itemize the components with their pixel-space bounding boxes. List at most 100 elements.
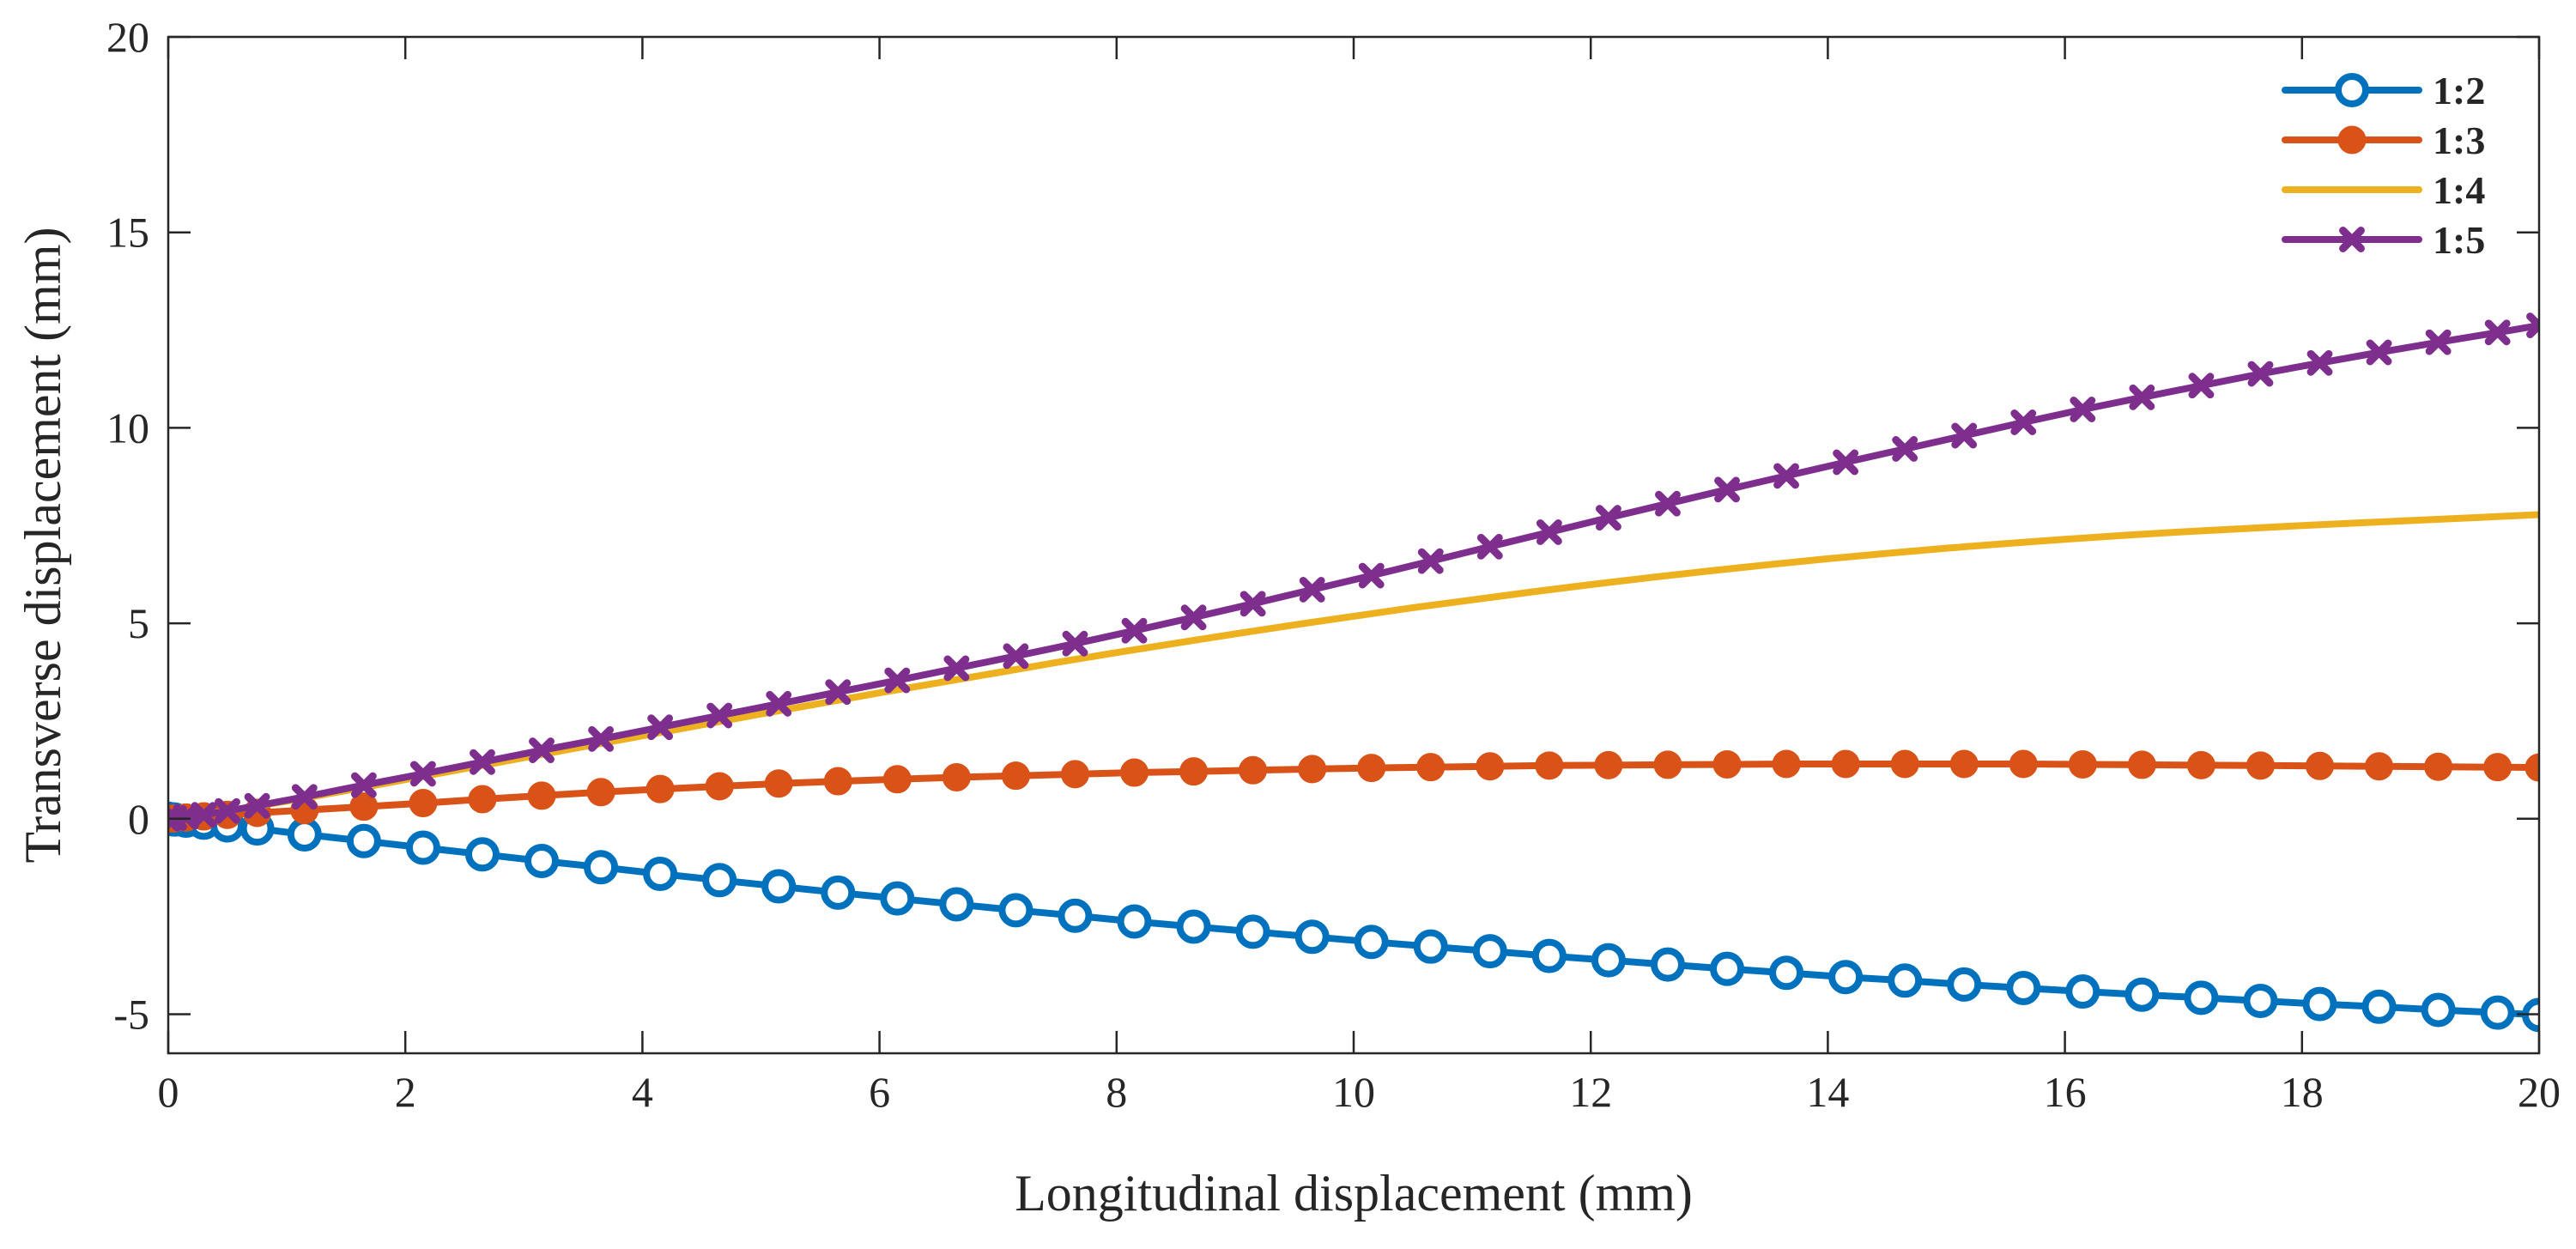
data-point-marker — [825, 679, 852, 706]
data-point-marker — [2124, 977, 2160, 1012]
x-tick-label: 16 — [2044, 1068, 2087, 1116]
data-point-marker — [350, 772, 377, 798]
data-point-marker — [2480, 995, 2515, 1030]
data-point-marker — [1594, 750, 1623, 779]
plot-background — [168, 37, 2539, 1053]
legend-item: 1:2 — [2282, 69, 2485, 112]
data-point-marker — [409, 789, 438, 818]
data-point-marker — [1653, 750, 1682, 779]
series-1-4 — [168, 511, 2539, 822]
data-point-marker — [706, 702, 733, 729]
data-point-marker — [1535, 751, 1564, 780]
data-point-marker — [2129, 384, 2155, 410]
data-point-marker — [1595, 505, 1621, 531]
data-point-marker — [1239, 755, 1268, 785]
data-point-marker — [702, 863, 737, 898]
series-layer — [168, 312, 2539, 1033]
data-point-marker — [2424, 752, 2453, 781]
data-point-marker — [884, 667, 911, 694]
data-point-marker — [1773, 463, 1800, 489]
y-tick-label: 10 — [106, 403, 149, 452]
data-point-marker — [1888, 963, 1923, 998]
data-point-marker — [1772, 749, 1801, 779]
data-point-marker — [1949, 749, 1979, 779]
data-point-marker — [584, 850, 619, 885]
data-point-marker — [998, 893, 1033, 928]
data-point-marker — [766, 690, 792, 717]
data-point-marker — [586, 778, 615, 807]
data-point-marker — [1294, 919, 1330, 955]
data-point-marker — [1892, 436, 1918, 462]
x-tick-label: 2 — [395, 1068, 416, 1116]
y-tick-label: 5 — [128, 599, 149, 647]
data-point-marker — [1472, 934, 1507, 969]
x-tick-label: 12 — [1569, 1068, 1612, 1116]
data-point-marker — [2246, 751, 2275, 780]
data-point-marker — [291, 784, 318, 810]
data-point-marker — [464, 837, 500, 872]
data-point-marker — [1947, 967, 1982, 1002]
data-point-marker — [527, 781, 556, 810]
data-point-marker — [643, 856, 678, 891]
data-point-marker — [2425, 329, 2452, 355]
data-point-marker — [1476, 752, 1505, 781]
data-point-marker — [2184, 980, 2219, 1016]
data-point-marker — [529, 737, 555, 764]
data-point-marker — [2070, 397, 2096, 422]
data-point-marker — [2188, 373, 2215, 399]
legend-item: 1:4 — [2282, 168, 2485, 212]
data-point-marker — [1060, 760, 1089, 789]
data-point-marker — [468, 785, 497, 814]
y-tick-label: 15 — [106, 209, 149, 257]
data-point-marker — [761, 869, 797, 904]
data-point-marker — [2009, 749, 2038, 779]
data-point-marker — [409, 761, 436, 787]
data-point-marker — [882, 765, 912, 794]
x-tick-label: 10 — [1332, 1068, 1375, 1116]
data-point-marker — [244, 792, 270, 819]
data-point-marker — [1358, 562, 1385, 589]
y-tick-label: 20 — [106, 13, 149, 61]
data-point-marker — [1710, 951, 1745, 986]
data-point-marker — [2247, 361, 2274, 387]
data-point-marker — [1003, 643, 1029, 670]
data-point-marker — [349, 792, 379, 822]
x-tick-label: 18 — [2281, 1068, 2324, 1116]
x-tick-label: 8 — [1106, 1068, 1127, 1116]
data-point-marker — [2065, 974, 2100, 1010]
data-point-marker — [2337, 125, 2367, 155]
x-tick-label: 4 — [632, 1068, 653, 1116]
data-point-marker — [287, 816, 322, 852]
legend-label: 1:3 — [2433, 118, 2485, 162]
x-axis-title: Longitudinal displacement (mm) — [1015, 1165, 1693, 1222]
legend-label: 1:4 — [2433, 168, 2485, 212]
data-point-marker — [1121, 617, 1148, 644]
data-point-marker — [2524, 753, 2539, 782]
data-point-marker — [646, 774, 675, 803]
data-point-marker — [2302, 986, 2337, 1022]
data-point-marker — [942, 762, 971, 791]
data-point-marker — [1298, 755, 1327, 784]
legend-item: 1:3 — [2282, 118, 2485, 162]
data-point-marker — [2421, 992, 2456, 1028]
series-1-5 — [168, 312, 2539, 832]
data-point-marker — [943, 655, 970, 682]
data-point-marker — [1176, 909, 1211, 944]
x-tick-label: 6 — [869, 1068, 890, 1116]
data-point-marker — [470, 749, 495, 775]
data-point-marker — [2339, 227, 2365, 252]
data-point-marker — [939, 887, 974, 922]
x-tick-label: 20 — [2518, 1068, 2561, 1116]
data-point-marker — [1354, 925, 1389, 960]
data-point-marker — [1180, 604, 1207, 631]
data-point-marker — [215, 797, 240, 824]
data-point-marker — [2186, 750, 2215, 779]
y-axis-title: Transverse displacement (mm) — [15, 227, 71, 864]
data-point-marker — [2010, 409, 2037, 435]
data-point-marker — [524, 843, 560, 878]
data-point-marker — [1831, 749, 1860, 779]
data-point-marker — [2366, 339, 2392, 366]
data-point-marker — [2068, 749, 2097, 779]
series-line — [168, 511, 2539, 822]
